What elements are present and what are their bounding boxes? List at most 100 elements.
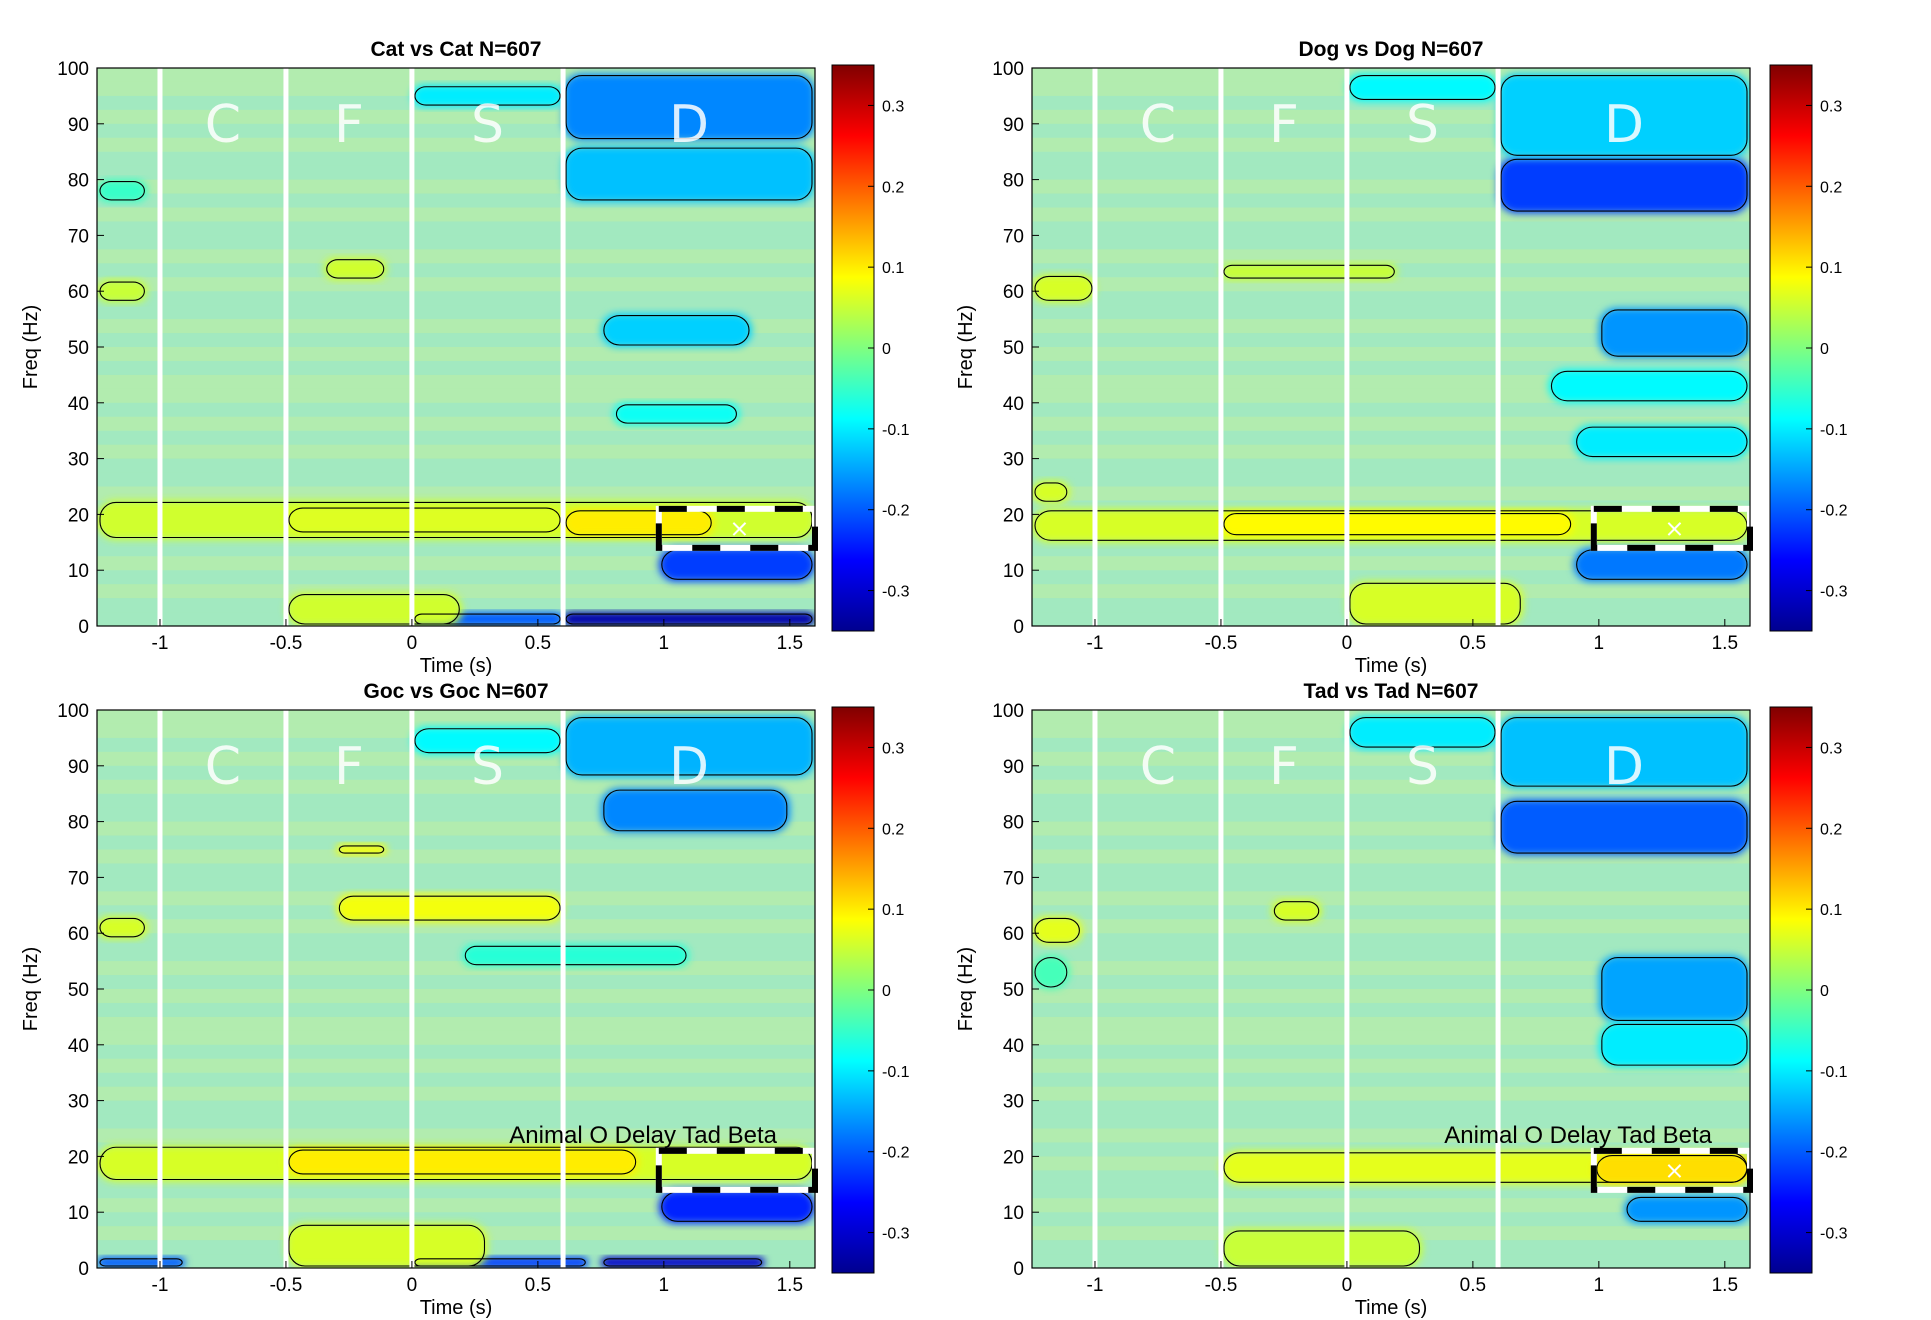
y-tick-label: 60 xyxy=(1003,282,1024,303)
y-tick-label: 50 xyxy=(68,980,89,1001)
peak-marker: × xyxy=(1664,1156,1684,1184)
heatmap-region xyxy=(600,313,753,347)
phase-label: C xyxy=(1140,95,1176,155)
heatmap-band xyxy=(1032,877,1750,892)
y-tick-label: 0 xyxy=(1013,1259,1024,1280)
y-tick-label: 80 xyxy=(1003,171,1024,192)
heatmap-panel-1: C F S D × -1 -0.5 0 0.5 1 1.5 0 10 20 30 40 50 60 70 80 90 10… xyxy=(20,38,910,677)
contour-line xyxy=(1349,582,1521,625)
heatmap-band xyxy=(1032,402,1750,417)
phase-label: S xyxy=(471,95,504,155)
contour-line xyxy=(414,613,561,625)
x-tick-label: 1.5 xyxy=(1712,633,1738,654)
contour-line xyxy=(1500,717,1748,787)
contour-line xyxy=(1273,901,1320,921)
x-tick-label: -0.5 xyxy=(1205,633,1238,654)
phase-label: F xyxy=(1269,737,1299,797)
y-tick-label: 60 xyxy=(68,282,89,303)
heatmap-region xyxy=(658,1189,815,1224)
colorbar-tick-label: -0.2 xyxy=(1820,1145,1848,1162)
heatmap-band xyxy=(1032,1002,1750,1017)
heatmap-region xyxy=(1032,274,1095,303)
contour-line xyxy=(1223,513,1572,536)
phase-label: D xyxy=(1604,95,1644,155)
heatmap-region xyxy=(336,894,564,923)
heatmap-panel-4: C F S D × Animal O Delay Tad Beta -1 -0.5 0 0.5 1 1… xyxy=(955,680,1848,1319)
chart-title: Dog vs Dog N=607 xyxy=(1299,38,1484,61)
contour-line xyxy=(1223,264,1395,279)
heatmap-band xyxy=(1032,1100,1750,1115)
contour-line xyxy=(603,1258,763,1267)
y-axis-label: Freq (Hz) xyxy=(955,305,977,389)
y-tick-label: 40 xyxy=(1003,394,1024,415)
x-axis-label: Time (s) xyxy=(1355,1297,1428,1319)
colorbar-tick-label: 0.3 xyxy=(1820,740,1842,757)
contour-line xyxy=(603,314,750,346)
y-tick-label: 50 xyxy=(1003,980,1024,1001)
contour-line xyxy=(99,917,145,938)
heatmap-region xyxy=(1032,955,1070,989)
heatmap-band xyxy=(97,863,815,878)
heatmap-band xyxy=(1032,1184,1750,1199)
contour-line xyxy=(1601,956,1748,1022)
contour-line xyxy=(1349,717,1496,748)
y-tick-label: 10 xyxy=(1003,561,1024,582)
heatmap-region xyxy=(658,547,815,582)
y-tick-label: 0 xyxy=(78,1259,89,1280)
contour-line xyxy=(414,728,561,754)
heatmap-region xyxy=(600,1256,765,1268)
y-tick-label: 0 xyxy=(78,617,89,638)
y-tick-label: 70 xyxy=(68,226,89,247)
x-tick-label: -1 xyxy=(152,633,169,654)
contour-line xyxy=(99,501,813,539)
colorbar-tick-label: -0.3 xyxy=(1820,584,1848,601)
phase-label: F xyxy=(334,95,364,155)
y-tick-label: 10 xyxy=(68,1203,89,1224)
contour-line xyxy=(288,1224,486,1267)
colorbar-tick-label: -0.1 xyxy=(882,422,910,439)
colorbar-tick-label: -0.3 xyxy=(1820,1226,1848,1243)
heatmap-band xyxy=(97,221,815,236)
phase-label: S xyxy=(1406,95,1439,155)
y-tick-label: 60 xyxy=(1003,924,1024,945)
colorbar xyxy=(1769,64,1813,632)
heatmap-band xyxy=(97,542,815,557)
heatmap-region xyxy=(563,715,815,777)
heatmap-band xyxy=(1032,472,1750,487)
contour-line xyxy=(288,507,561,533)
contour-line xyxy=(1626,1196,1748,1222)
heatmap-region xyxy=(1498,715,1750,789)
x-tick-label: 0 xyxy=(407,1275,418,1296)
heatmap-band xyxy=(1032,891,1750,906)
y-tick-label: 10 xyxy=(1003,1203,1024,1224)
phase-label: F xyxy=(334,737,364,797)
contour-line xyxy=(1500,158,1748,212)
contour-line xyxy=(565,75,813,140)
y-tick-label: 50 xyxy=(68,338,89,359)
y-tick-label: 100 xyxy=(992,701,1024,722)
x-tick-label: -1 xyxy=(1087,1275,1104,1296)
heatmap-region xyxy=(1346,73,1499,102)
contour-line xyxy=(1601,1023,1748,1066)
colorbar-tick-label: 0.2 xyxy=(882,821,904,838)
x-tick-label: -0.5 xyxy=(270,1275,303,1296)
contour-line xyxy=(414,1258,586,1267)
contour-line xyxy=(1034,917,1080,943)
colorbar-tick-label: -0.3 xyxy=(882,1226,910,1243)
heatmap-band xyxy=(97,1086,815,1101)
contour-line xyxy=(565,147,813,201)
x-tick-label: -0.5 xyxy=(270,633,303,654)
contour-line xyxy=(1223,1230,1421,1267)
y-tick-label: 10 xyxy=(68,561,89,582)
heatmap-band xyxy=(97,1114,815,1129)
contour-line xyxy=(1550,370,1748,402)
heatmap-panel-2: C F S D × -1 -0.5 0 0.5 1 1.5 0 10 20 30 40 50 60 70 80 90 10… xyxy=(955,38,1848,677)
heatmap-region xyxy=(1346,715,1499,750)
heatmap-band xyxy=(1032,1198,1750,1213)
heatmap-region xyxy=(1220,1228,1423,1268)
heatmap-band xyxy=(1032,947,1750,962)
heatmap-band xyxy=(1032,961,1750,976)
heatmap-band xyxy=(97,961,815,976)
colorbar-tick-label: -0.3 xyxy=(882,584,910,601)
